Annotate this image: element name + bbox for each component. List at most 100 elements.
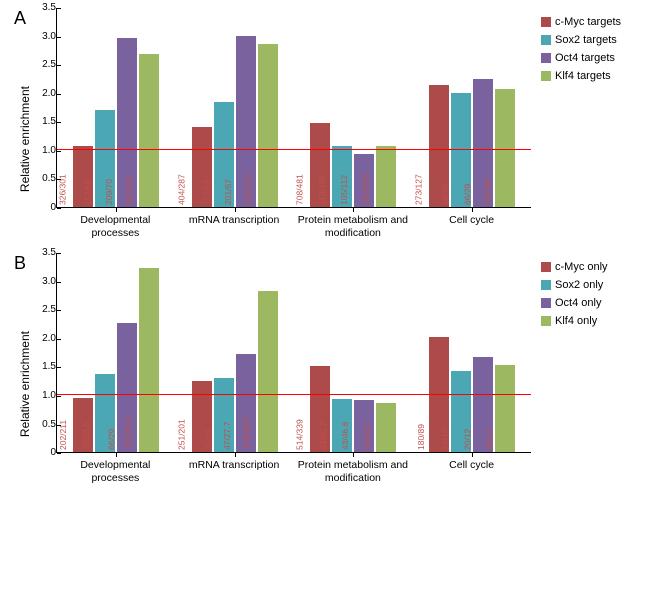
y-tick: 1.0: [34, 391, 56, 401]
bar-value-label: 708/481: [295, 174, 305, 205]
bar-value-label: 326/301: [58, 174, 68, 205]
panel-a: ARelative enrichment3.53.02.52.01.51.00.…: [8, 8, 647, 239]
bar-group: 514/33943/45.743/46.655/64.7: [294, 253, 413, 452]
plot-area: 202/211 39/28.5 66/29 131/40.4 251/201 35/27 4…: [56, 253, 531, 453]
x-tick-mark: [235, 453, 236, 457]
x-tick-mark: [353, 208, 354, 212]
legend-item: Klf4 targets: [541, 70, 647, 82]
y-axis-label: Relative enrichment: [18, 56, 32, 192]
y-axis: 3.53.02.52.01.51.00.50: [34, 8, 56, 208]
legend-item: Oct4 targets: [541, 52, 647, 64]
legend: c-Myc only Sox2 only Oct4 only Klf4 only: [535, 253, 647, 484]
legend-item: c-Myc only: [541, 261, 647, 273]
chart-wrap: Relative enrichment3.53.02.52.01.51.00.5…: [18, 8, 647, 239]
legend-label: Oct4 only: [555, 297, 601, 309]
bar-value-label: 66/29: [107, 429, 117, 450]
bar-value-label: 17/12: [440, 429, 450, 450]
panel-label: B: [14, 253, 26, 274]
x-label: Developmental processes: [56, 208, 175, 239]
bar-value-label: 26/17: [484, 429, 494, 450]
legend-item: Oct4 only: [541, 297, 647, 309]
bar-value-label: 209/70: [104, 179, 114, 205]
legend: c-Myc targets Sox2 targets Oct4 targets Klf…: [535, 8, 647, 239]
x-tick-mark: [472, 453, 473, 457]
legend-label: Sox2 targets: [555, 34, 617, 46]
bar: 200/185: [376, 146, 396, 207]
legend-swatch: [541, 298, 551, 308]
x-label: Protein metabolism andmodification: [294, 453, 413, 484]
y-tick: 3.5: [34, 3, 56, 13]
panel-b: BRelative enrichment3.53.02.52.01.51.00.…: [8, 253, 647, 484]
x-axis-labels: Developmental processesmRNA transcriptio…: [56, 453, 531, 484]
y-tick: 2.5: [34, 60, 56, 70]
legend-swatch: [541, 35, 551, 45]
x-tick-mark: [116, 208, 117, 212]
y-tick: 2.0: [34, 89, 56, 99]
bar-value-label: 514/339: [295, 419, 305, 450]
legend-label: c-Myc targets: [555, 16, 621, 28]
bar-group: 273/12756/2866/29102/49: [413, 8, 532, 207]
plot-area: 326/301112/66209/70310/115404/287117/632…: [56, 8, 531, 208]
bar-value-label: 47/27.7: [222, 422, 232, 450]
bar-group: 404/287117/63201/67316/110: [176, 8, 295, 207]
x-label: mRNA transcription: [175, 453, 294, 484]
y-axis-label: Relative enrichment: [18, 301, 32, 437]
legend-item: c-Myc targets: [541, 16, 647, 28]
legend-swatch: [541, 280, 551, 290]
bar-value-label: 202/211: [58, 420, 68, 450]
bar-value-label: 20/12: [462, 429, 472, 450]
bar: 55/64.7: [376, 403, 396, 452]
plot-row: 3.53.02.52.01.51.00.50326/301112/66209/7…: [34, 8, 535, 208]
bar: 109/38.5: [258, 291, 278, 452]
bar-value-label: 316/110: [243, 175, 253, 205]
x-tick-mark: [472, 208, 473, 212]
x-axis-labels: Developmental processesmRNA transcriptio…: [56, 208, 531, 239]
bar-value-label: 251/201: [176, 419, 186, 450]
y-tick: 0: [34, 203, 56, 213]
bar-value-label: 201/67: [223, 179, 233, 205]
chart-column: 3.53.02.52.01.51.00.50326/301112/66209/7…: [34, 8, 535, 239]
bar-value-label: 180/89: [416, 424, 426, 450]
y-tick: 1.0: [34, 146, 56, 156]
legend-swatch: [541, 262, 551, 272]
y-tick: 2.0: [34, 334, 56, 344]
bar-value-label: 35/27: [203, 429, 213, 450]
legend-label: Klf4 targets: [555, 70, 611, 82]
legend-label: Klf4 only: [555, 315, 597, 327]
bar-value-label: 200/185: [361, 174, 371, 205]
bar-value-label: 117/63: [201, 180, 211, 205]
x-label: Protein metabolism andmodification: [294, 208, 413, 239]
bar-value-label: 43/46.6: [340, 422, 350, 450]
bar-value-label: 273/127: [413, 174, 423, 205]
reference-line: [57, 149, 531, 151]
bar-group: 251/201 35/27 47/27.7 109/38.5: [176, 253, 295, 452]
bar-value-label: 131/40.4: [123, 417, 133, 450]
bar: 26/17: [495, 365, 515, 452]
bar-group: 180/89 17/12 20/12 26/17: [413, 253, 532, 452]
bar-value-label: 109/38.5: [241, 417, 251, 450]
y-axis: 3.53.02.52.01.51.00.50: [34, 253, 56, 453]
legend-swatch: [541, 53, 551, 63]
bar-value-label: 66/29: [462, 184, 472, 205]
legend-label: Oct4 targets: [555, 52, 615, 64]
legend-swatch: [541, 17, 551, 27]
y-tick: 3.0: [34, 277, 56, 287]
bar: 131/40.4: [139, 268, 159, 452]
legend-item: Klf4 only: [541, 315, 647, 327]
x-tick-mark: [353, 453, 354, 457]
x-tick-mark: [235, 208, 236, 212]
y-tick: 3.0: [34, 32, 56, 42]
bar: 310/115: [139, 54, 159, 208]
bar-group: 326/301112/66209/70310/115: [57, 8, 176, 207]
bar-value-label: 55/64.7: [362, 422, 372, 450]
x-label: Developmental processes: [56, 453, 175, 484]
x-label: Cell cycle: [412, 208, 531, 239]
legend-label: Sox2 only: [555, 279, 603, 291]
legend-item: Sox2 targets: [541, 34, 647, 46]
x-label: Cell cycle: [412, 453, 531, 484]
legend-label: c-Myc only: [555, 261, 608, 273]
y-tick: 2.5: [34, 305, 56, 315]
bar-value-label: 39/28.5: [81, 422, 91, 450]
bar-value-label: 102/49: [482, 179, 492, 205]
bar-group: 708/481113/106105/112200/185: [294, 8, 413, 207]
